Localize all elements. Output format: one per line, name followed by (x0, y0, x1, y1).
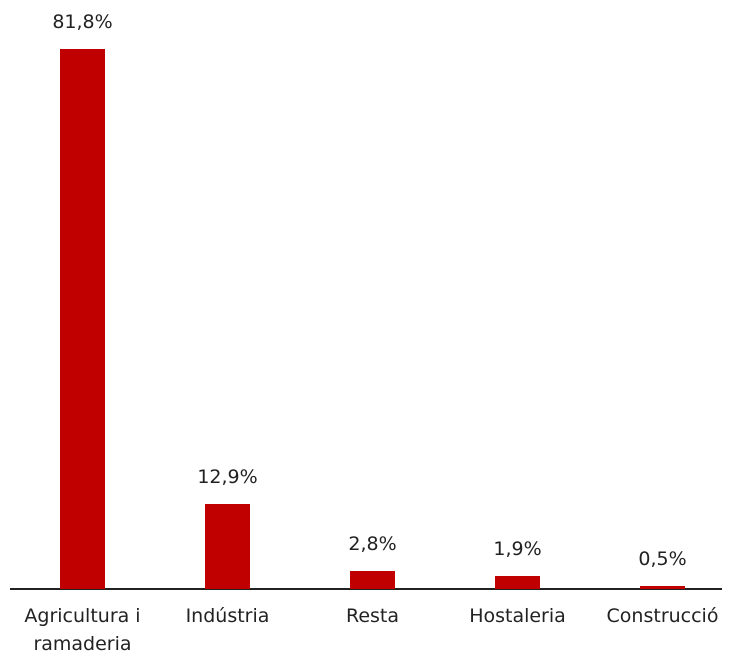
bar (205, 503, 250, 589)
value-label: 2,8% (348, 532, 397, 555)
x-tick-label: Resta (345, 605, 400, 627)
value-label: 0,5% (638, 547, 687, 570)
x-tick-label: Construcció (606, 605, 719, 627)
bar (495, 576, 540, 589)
x-tick-label: Hostaleria (469, 605, 566, 627)
x-axis-line (10, 588, 722, 590)
value-label: 1,9% (493, 538, 542, 561)
bar (640, 585, 685, 589)
value-label: 81,8% (52, 11, 113, 34)
x-tick-label: Agricultura i ramaderia (24, 605, 141, 655)
bar (350, 570, 395, 589)
x-tick-label: Indústria (185, 605, 270, 627)
value-label: 12,9% (197, 465, 258, 488)
bar (60, 49, 105, 589)
